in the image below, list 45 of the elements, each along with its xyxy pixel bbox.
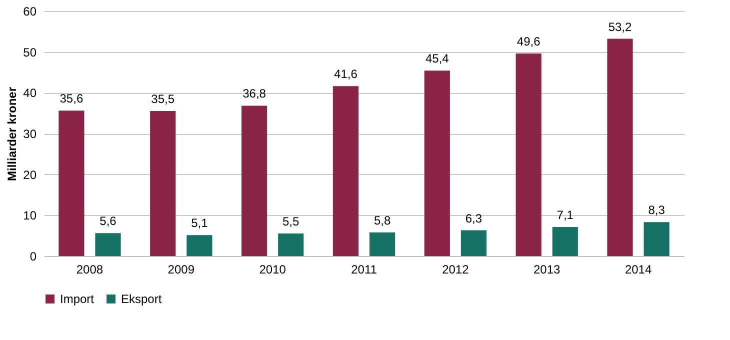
data-label: 36,8	[242, 86, 266, 101]
y-tick-label: 10	[23, 208, 37, 223]
bar	[186, 235, 212, 256]
data-label: 5,1	[191, 216, 208, 230]
y-tick-label: 30	[23, 127, 37, 141]
x-tick-label: 2012	[442, 262, 470, 276]
y-tick-label: 40	[23, 86, 37, 100]
x-tick-label: 2011	[351, 262, 378, 276]
data-label: 5,8	[374, 213, 391, 228]
bar	[150, 111, 176, 256]
data-label: 41,6	[334, 67, 358, 82]
data-label: 5,6	[100, 214, 117, 228]
y-tick-label: 50	[23, 45, 37, 60]
bar	[278, 234, 304, 256]
y-tick-label: 0	[30, 250, 37, 264]
x-tick-label: 2014	[624, 262, 652, 276]
data-label: 5,5	[282, 214, 300, 229]
data-label: 53,2	[608, 20, 632, 34]
x-tick-label: 2008	[76, 262, 104, 276]
data-label: 8,3	[648, 203, 666, 218]
bar	[95, 233, 121, 256]
bar	[332, 86, 359, 256]
x-tick-label: 2010	[259, 262, 286, 276]
bar	[58, 110, 84, 256]
data-label: 35,6	[60, 92, 84, 106]
data-label: 45,4	[425, 52, 450, 66]
data-label: 7,1	[556, 208, 574, 222]
data-label: 6,3	[465, 211, 482, 226]
legend-label: Import	[60, 292, 95, 306]
bar	[369, 232, 396, 256]
bar	[644, 222, 670, 256]
bar	[516, 53, 542, 256]
bar	[552, 227, 578, 256]
bar	[241, 106, 268, 256]
y-tick-label: 20	[23, 168, 37, 182]
legend-label: Eksport	[121, 292, 162, 306]
y-axis-title: Milliarder kroner	[5, 86, 20, 182]
data-label: 49,6	[516, 34, 541, 48]
y-tick-label: 60	[23, 4, 37, 18]
x-tick-label: 2009	[168, 262, 195, 276]
bar	[460, 230, 487, 256]
data-label: 35,5	[151, 92, 175, 106]
bar	[607, 38, 633, 256]
bar	[424, 70, 450, 256]
x-tick-label: 2013	[534, 262, 561, 276]
